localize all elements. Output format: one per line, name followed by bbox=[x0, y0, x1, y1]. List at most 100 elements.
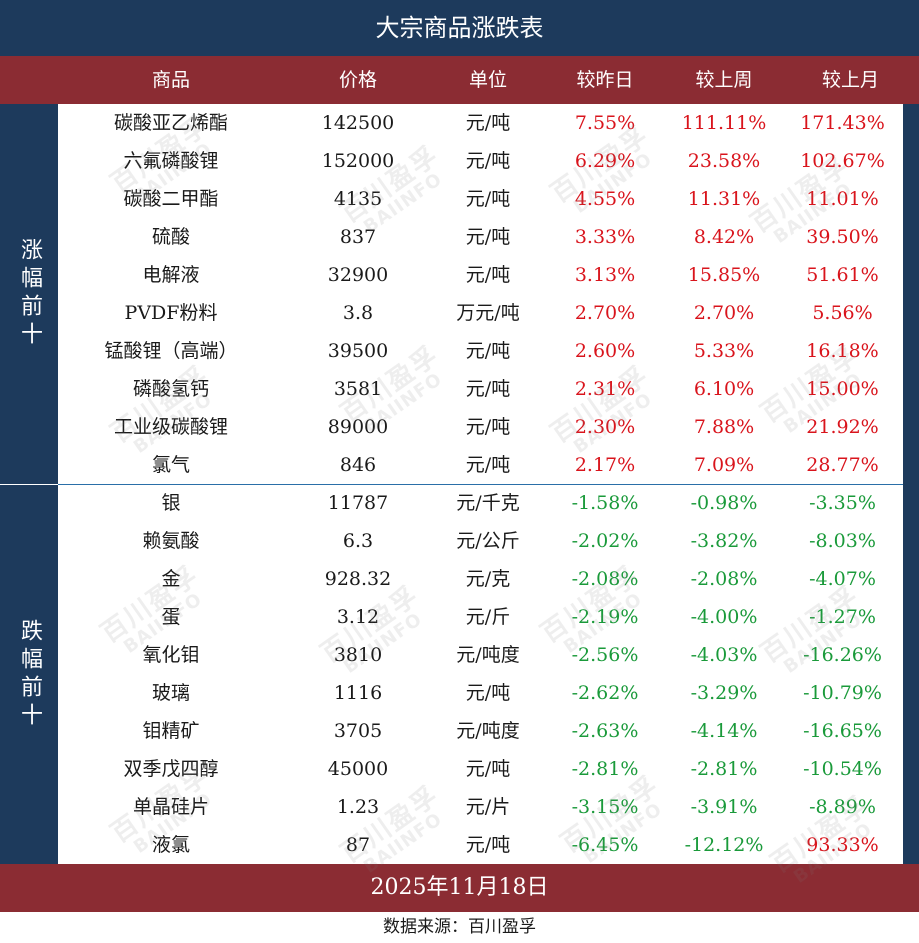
cell-commodity: 玻璃 bbox=[151, 682, 190, 704]
cell-commodity: 碳酸二甲酯 bbox=[123, 188, 219, 210]
cell-vs-yesterday: 2.31% bbox=[574, 378, 636, 400]
cell-vs-last-month: -16.65% bbox=[803, 720, 882, 742]
cell-price: 32900 bbox=[327, 264, 389, 286]
cell-commodity: 磷酸氢钙 bbox=[132, 378, 209, 400]
cell-vs-last-month: 102.67% bbox=[800, 150, 885, 172]
cell-unit: 元/克 bbox=[465, 568, 511, 590]
cell-price: 6.3 bbox=[342, 530, 374, 552]
table-row: 单晶硅片 1.23 元/片 -3.15% -3.91% -8.89% bbox=[58, 788, 903, 826]
cell-unit: 元/吨度 bbox=[456, 720, 520, 742]
cell-commodity: 蛋 bbox=[161, 606, 181, 628]
cell-vs-last-week: 11.31% bbox=[687, 188, 761, 210]
cell-vs-last-month: -10.79% bbox=[803, 682, 882, 704]
cell-vs-yesterday: -2.62% bbox=[571, 682, 639, 704]
group-label-top-losers: 跌幅前十 bbox=[0, 484, 58, 864]
cell-price: 87 bbox=[345, 834, 371, 856]
cell-unit: 万元/吨 bbox=[456, 302, 520, 324]
cell-vs-last-week: -4.00% bbox=[690, 606, 758, 628]
cell-vs-yesterday: -2.19% bbox=[571, 606, 639, 628]
cell-vs-last-week: 7.09% bbox=[693, 454, 755, 476]
table-row: 银 11787 元/千克 -1.58% -0.98% -3.35% bbox=[58, 484, 903, 522]
cell-vs-yesterday: -2.81% bbox=[571, 758, 639, 780]
cell-commodity: 六氟磷酸锂 bbox=[123, 150, 219, 172]
cell-commodity: 液氯 bbox=[151, 834, 190, 856]
cell-vs-last-week: 23.58% bbox=[687, 150, 761, 172]
cell-vs-last-month: -8.03% bbox=[809, 530, 876, 552]
table-row: 氧化钼 3810 元/吨度 -2.56% -4.03% -16.26% bbox=[58, 636, 903, 674]
cell-unit: 元/吨 bbox=[465, 758, 511, 780]
page-title: 大宗商品涨跌表 bbox=[0, 0, 919, 56]
cell-vs-last-month: -10.54% bbox=[803, 758, 882, 780]
cell-vs-last-month: 5.56% bbox=[812, 302, 873, 324]
cell-vs-last-month: 171.43% bbox=[800, 112, 885, 134]
cell-vs-yesterday: -2.08% bbox=[571, 568, 639, 590]
cell-price: 1116 bbox=[333, 682, 383, 704]
cell-commodity: 电解液 bbox=[142, 264, 200, 286]
cell-commodity: 锰酸锂（高端） bbox=[104, 340, 238, 362]
table-row: 金 928.32 元/克 -2.08% -2.08% -4.07% bbox=[58, 560, 903, 598]
cell-vs-yesterday: 4.55% bbox=[574, 188, 636, 210]
header-vs-yesterday: 较昨日 bbox=[576, 69, 634, 91]
table-row: 六氟磷酸锂 152000 元/吨 6.29% 23.58% 102.67% bbox=[58, 142, 903, 180]
cell-commodity: 双季戊四醇 bbox=[123, 758, 219, 780]
cell-vs-last-month: -1.27% bbox=[809, 606, 876, 628]
cell-price: 3.12 bbox=[336, 606, 380, 628]
group-label-top-gainers: 涨幅前十 bbox=[0, 104, 58, 484]
cell-vs-yesterday: 2.30% bbox=[574, 416, 636, 438]
cell-vs-last-month: -8.89% bbox=[809, 796, 876, 818]
cell-commodity: 单晶硅片 bbox=[132, 796, 209, 818]
header-vs-last-week: 较上周 bbox=[695, 69, 753, 91]
cell-vs-last-week: -4.14% bbox=[690, 720, 758, 742]
cell-unit: 元/吨 bbox=[465, 226, 511, 248]
table-row: 钼精矿 3705 元/吨度 -2.63% -4.14% -16.65% bbox=[58, 712, 903, 750]
cell-vs-last-month: 21.92% bbox=[806, 416, 879, 438]
cell-unit: 元/片 bbox=[465, 796, 511, 818]
cell-commodity: 钼精矿 bbox=[142, 720, 200, 742]
cell-vs-yesterday: 3.13% bbox=[574, 264, 636, 286]
cell-vs-yesterday: 2.17% bbox=[574, 454, 636, 476]
cell-unit: 元/公斤 bbox=[456, 530, 520, 552]
cell-vs-last-month: 51.61% bbox=[806, 264, 879, 286]
header-unit: 单位 bbox=[468, 69, 507, 91]
table-row: PVDF粉料 3.8 万元/吨 2.70% 2.70% 5.56% bbox=[58, 294, 903, 332]
cell-commodity: 氯气 bbox=[151, 454, 190, 476]
cell-commodity: 赖氨酸 bbox=[142, 530, 200, 552]
cell-commodity: PVDF粉料 bbox=[124, 302, 218, 324]
cell-price: 846 bbox=[339, 454, 377, 476]
cell-vs-last-month: 93.33% bbox=[806, 834, 879, 856]
cell-vs-last-week: -2.81% bbox=[690, 758, 758, 780]
cell-unit: 元/吨 bbox=[465, 416, 511, 438]
cell-vs-last-week: -3.29% bbox=[690, 682, 758, 704]
cell-vs-yesterday: -1.58% bbox=[571, 492, 639, 514]
table-row: 锰酸锂（高端） 39500 元/吨 2.60% 5.33% 16.18% bbox=[58, 332, 903, 370]
cell-vs-yesterday: 6.29% bbox=[574, 150, 636, 172]
group-label-top-losers-text: 跌幅前十 bbox=[17, 618, 42, 731]
cell-vs-last-week: -2.08% bbox=[690, 568, 758, 590]
cell-vs-yesterday: 7.55% bbox=[574, 112, 636, 134]
cell-price: 142500 bbox=[321, 112, 395, 134]
header-vs-last-month: 较上月 bbox=[821, 69, 879, 91]
table-row: 磷酸氢钙 3581 元/吨 2.31% 6.10% 15.00% bbox=[58, 370, 903, 408]
cell-price: 3.8 bbox=[342, 302, 374, 324]
cell-vs-last-month: 39.50% bbox=[806, 226, 879, 248]
cell-vs-yesterday: -6.45% bbox=[571, 834, 639, 856]
cell-commodity: 硫酸 bbox=[151, 226, 190, 248]
table-row: 液氯 87 元/吨 -6.45% -12.12% 93.33% bbox=[58, 826, 903, 864]
cell-price: 3581 bbox=[333, 378, 383, 400]
cell-unit: 元/吨 bbox=[465, 378, 511, 400]
cell-vs-yesterday: -2.56% bbox=[571, 644, 639, 666]
cell-vs-last-week: 5.33% bbox=[693, 340, 755, 362]
cell-commodity: 银 bbox=[161, 492, 181, 514]
cell-unit: 元/千克 bbox=[456, 492, 520, 514]
table-body: 碳酸亚乙烯酯 142500 元/吨 7.55% 111.11% 171.43% 六氟磷酸锂 1… bbox=[58, 104, 903, 864]
table-row: 赖氨酸 6.3 元/公斤 -2.02% -3.82% -8.03% bbox=[58, 522, 903, 560]
header-price: 价格 bbox=[338, 69, 377, 91]
cell-unit: 元/吨 bbox=[465, 112, 511, 134]
cell-vs-yesterday: -2.02% bbox=[571, 530, 639, 552]
table-header: 商品 价格 单位 较昨日 较上周 较上月 bbox=[0, 56, 919, 104]
cell-vs-yesterday: 2.60% bbox=[574, 340, 636, 362]
header-commodity: 商品 bbox=[151, 69, 190, 91]
cell-price: 1.23 bbox=[336, 796, 380, 818]
cell-unit: 元/吨 bbox=[465, 834, 511, 856]
